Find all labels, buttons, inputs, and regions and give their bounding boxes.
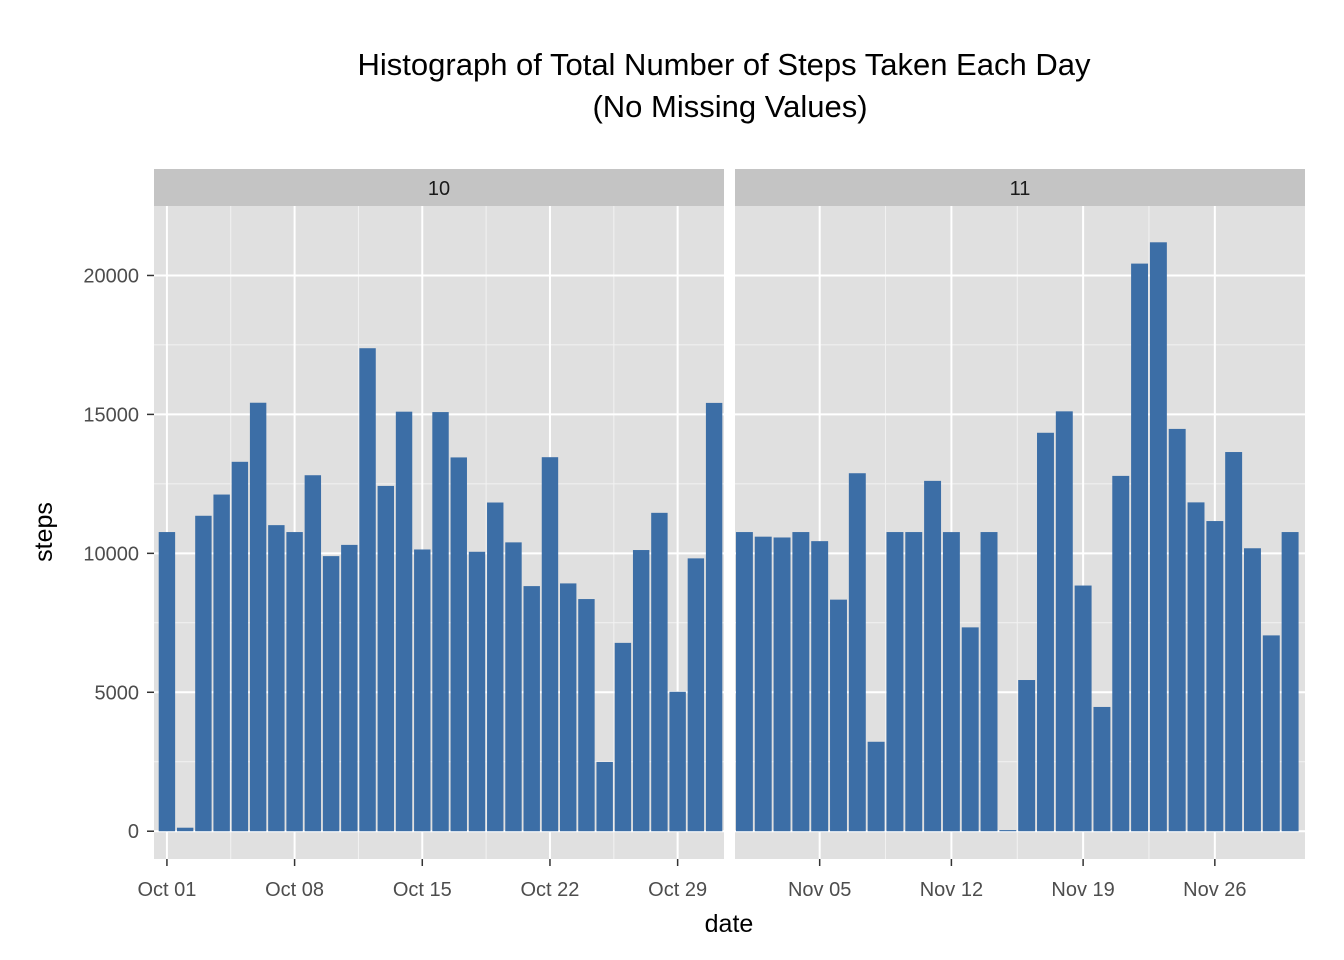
bar bbox=[1187, 502, 1205, 832]
bar bbox=[596, 761, 613, 832]
bar bbox=[578, 599, 595, 832]
bar bbox=[286, 532, 303, 832]
bar bbox=[1149, 242, 1167, 832]
bar bbox=[432, 412, 449, 832]
bar bbox=[559, 583, 577, 832]
bar bbox=[341, 544, 358, 832]
bar bbox=[487, 502, 504, 832]
bar bbox=[999, 830, 1017, 832]
x-tick-label: Nov 12 bbox=[920, 879, 983, 901]
strip-label-october: 10 bbox=[428, 178, 450, 200]
bar bbox=[735, 532, 753, 832]
bar bbox=[1225, 452, 1243, 832]
bars-november bbox=[735, 242, 1299, 832]
bar bbox=[231, 461, 249, 832]
bar bbox=[754, 536, 772, 832]
bar bbox=[322, 556, 340, 832]
bar bbox=[632, 550, 650, 832]
bar bbox=[811, 541, 829, 832]
bar bbox=[1244, 548, 1261, 832]
x-tick-label: Oct 29 bbox=[648, 879, 707, 901]
bars-october bbox=[158, 348, 723, 832]
y-tick-label: 15000 bbox=[83, 404, 139, 426]
bar bbox=[158, 532, 176, 832]
bar bbox=[1037, 432, 1054, 832]
bar bbox=[523, 586, 540, 832]
y-axis-title: steps bbox=[30, 502, 58, 562]
x-axis-november: Nov 05 Nov 12 Nov 19 Nov 26 bbox=[788, 859, 1247, 901]
y-axis: 0 5000 10000 15000 20000 bbox=[83, 265, 154, 843]
bar bbox=[1018, 680, 1036, 832]
bar bbox=[1093, 706, 1111, 832]
bar bbox=[304, 475, 322, 832]
bar bbox=[980, 532, 998, 832]
x-tick-label: Oct 22 bbox=[520, 879, 579, 901]
bar bbox=[541, 457, 559, 832]
bar bbox=[359, 348, 376, 832]
bar bbox=[905, 532, 923, 832]
bar bbox=[1206, 521, 1224, 832]
bar bbox=[377, 485, 395, 832]
bar bbox=[773, 537, 791, 832]
panel-october: 10 bbox=[154, 169, 724, 859]
y-tick-label: 0 bbox=[128, 821, 139, 843]
x-tick-label: Oct 08 bbox=[265, 879, 324, 901]
bar bbox=[213, 494, 230, 832]
bar bbox=[505, 542, 522, 832]
bar bbox=[1281, 532, 1299, 832]
strip-october bbox=[154, 169, 724, 206]
bar bbox=[924, 480, 942, 832]
bar bbox=[1112, 475, 1130, 832]
bar bbox=[414, 549, 431, 832]
x-tick-label: Nov 19 bbox=[1051, 879, 1114, 901]
bar bbox=[687, 558, 705, 832]
bar bbox=[848, 473, 866, 832]
chart-title: Histograph of Total Number of Steps Take… bbox=[358, 47, 1091, 82]
bar bbox=[195, 515, 212, 832]
bar bbox=[1074, 585, 1092, 832]
bar bbox=[1262, 635, 1280, 832]
x-tick-label: Oct 01 bbox=[137, 879, 196, 901]
x-axis-title: date bbox=[705, 910, 754, 938]
bar bbox=[1168, 428, 1186, 832]
y-tick-label: 20000 bbox=[83, 265, 139, 287]
strip-label-november: 11 bbox=[1010, 178, 1031, 200]
bar bbox=[468, 551, 486, 832]
panel-november: 11 bbox=[735, 169, 1305, 859]
bar bbox=[1131, 263, 1149, 832]
bar bbox=[614, 642, 632, 832]
chart-subtitle: (No Missing Values) bbox=[592, 89, 867, 124]
bar bbox=[450, 457, 467, 832]
bar bbox=[792, 532, 810, 832]
y-tick-label: 5000 bbox=[95, 682, 140, 704]
bar bbox=[867, 741, 885, 832]
bar bbox=[830, 599, 847, 832]
bar bbox=[886, 532, 904, 832]
bar bbox=[268, 525, 285, 832]
bar bbox=[176, 827, 194, 832]
bar bbox=[961, 627, 979, 832]
bar bbox=[1055, 411, 1073, 832]
x-tick-label: Nov 26 bbox=[1183, 879, 1246, 901]
bar bbox=[651, 512, 668, 832]
bar bbox=[249, 402, 267, 832]
x-tick-label: Oct 15 bbox=[393, 879, 452, 901]
bar bbox=[942, 532, 960, 832]
bar bbox=[705, 402, 723, 832]
strip-november bbox=[735, 169, 1305, 206]
x-tick-label: Nov 05 bbox=[788, 879, 851, 901]
y-tick-label: 10000 bbox=[83, 543, 139, 565]
bar bbox=[395, 411, 413, 832]
bar bbox=[669, 691, 686, 832]
x-axis-october: Oct 01 Oct 08 Oct 15 Oct 22 Oct 29 bbox=[137, 859, 707, 901]
